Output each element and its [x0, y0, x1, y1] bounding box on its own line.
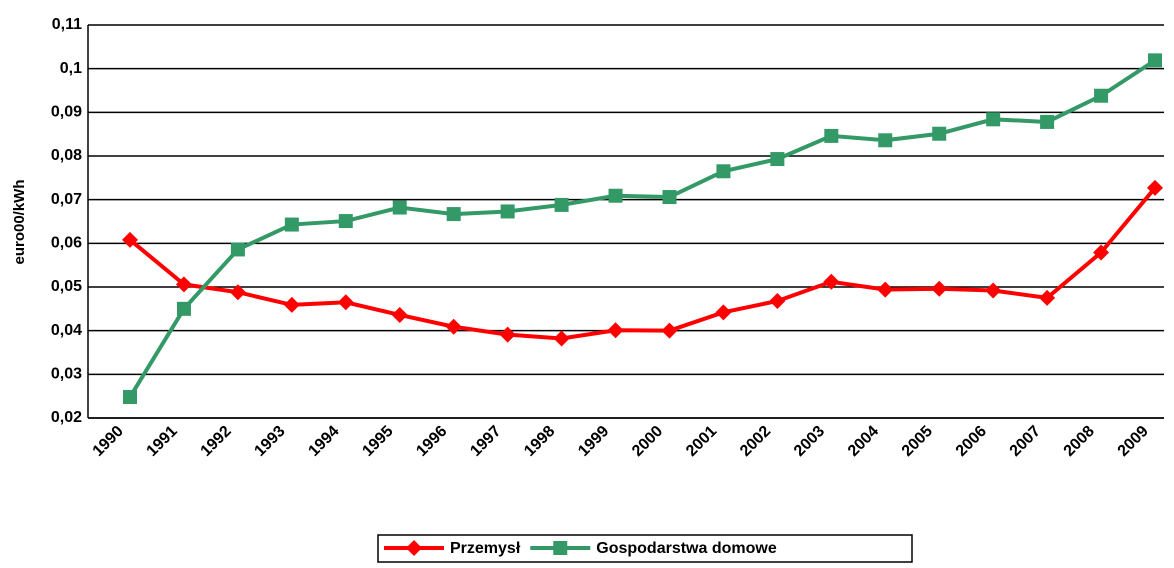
square-marker [446, 207, 461, 222]
diamond-marker [985, 282, 1002, 299]
y-tick-label: 0,09 [51, 104, 82, 121]
diamond-marker [715, 304, 732, 321]
x-tick-label: 1990 [90, 423, 127, 460]
square-marker [824, 128, 839, 143]
square-marker [230, 242, 245, 257]
square-marker [1094, 88, 1109, 103]
y-tick-label: 0,06 [51, 235, 82, 252]
x-tick-label: 1996 [413, 423, 450, 460]
x-tick-label: 1997 [467, 423, 504, 460]
diamond-marker [1147, 179, 1163, 196]
diamond-marker [499, 326, 516, 343]
y-tick-label: 0,11 [52, 16, 82, 33]
x-tick-label: 2001 [683, 423, 720, 460]
diamond-marker [553, 330, 570, 347]
square-marker [176, 301, 191, 316]
y-axis-label: euro00/kWh [11, 179, 28, 264]
x-tick-label: 2007 [1007, 423, 1044, 460]
diamond-marker [877, 281, 894, 298]
square-marker [932, 126, 947, 141]
legend-label: Przemysł [450, 540, 521, 557]
y-tick-label: 0,04 [51, 322, 82, 339]
square-marker [123, 390, 137, 405]
square-marker [554, 197, 569, 212]
legend-marker [553, 541, 568, 555]
square-marker [716, 164, 731, 179]
diamond-marker [607, 322, 624, 339]
square-marker [662, 190, 677, 205]
square-marker [284, 217, 299, 232]
x-tick-label: 2000 [629, 423, 666, 460]
y-tick-label: 0,03 [51, 366, 82, 383]
diamond-marker [445, 318, 462, 335]
x-tick-label: 1991 [144, 423, 181, 460]
square-marker [770, 152, 785, 167]
diamond-marker [661, 322, 678, 339]
x-tick-label: 2009 [1115, 423, 1152, 460]
x-tick-label: 2006 [953, 423, 990, 460]
diamond-marker [823, 273, 840, 290]
legend-box [377, 534, 913, 563]
x-tick-label: 1999 [575, 423, 612, 460]
square-marker [1148, 53, 1162, 68]
diamond-marker [229, 284, 246, 301]
diamond-marker [1093, 244, 1110, 261]
x-tick-label: 1998 [521, 423, 558, 460]
x-tick-label: 1995 [359, 423, 396, 460]
x-tick-label: 1994 [305, 423, 342, 460]
diamond-marker [391, 306, 408, 323]
x-tick-label: 2003 [791, 423, 828, 460]
x-tick-label: 2005 [899, 423, 936, 460]
y-tick-label: 0,1 [60, 60, 82, 77]
diamond-marker [122, 231, 138, 248]
square-marker [878, 133, 893, 148]
square-marker [1040, 114, 1055, 129]
diamond-marker [337, 294, 354, 311]
square-marker [500, 204, 515, 219]
diamond-marker [931, 280, 948, 297]
x-tick-label: 2002 [737, 423, 774, 460]
legend-marker [406, 540, 422, 556]
y-tick-label: 0,07 [51, 191, 82, 208]
x-tick-label: 1993 [251, 423, 288, 460]
diamond-marker [283, 296, 300, 313]
square-marker [392, 200, 407, 215]
square-marker [608, 188, 623, 203]
y-tick-label: 0,05 [51, 278, 82, 295]
x-tick-label: 2008 [1061, 423, 1098, 460]
y-tick-label: 0,02 [51, 409, 82, 426]
square-marker [986, 112, 1001, 127]
series-line [128, 58, 1157, 399]
legend-label: Gospodarstwa domowe [596, 540, 777, 557]
diamond-marker [1039, 289, 1056, 306]
diamond-marker [175, 276, 192, 293]
x-tick-label: 1992 [198, 423, 235, 460]
y-tick-label: 0,08 [51, 147, 82, 164]
x-tick-label: 2004 [845, 423, 882, 460]
series-line [128, 186, 1157, 341]
diamond-marker [769, 292, 786, 309]
square-marker [338, 214, 353, 229]
